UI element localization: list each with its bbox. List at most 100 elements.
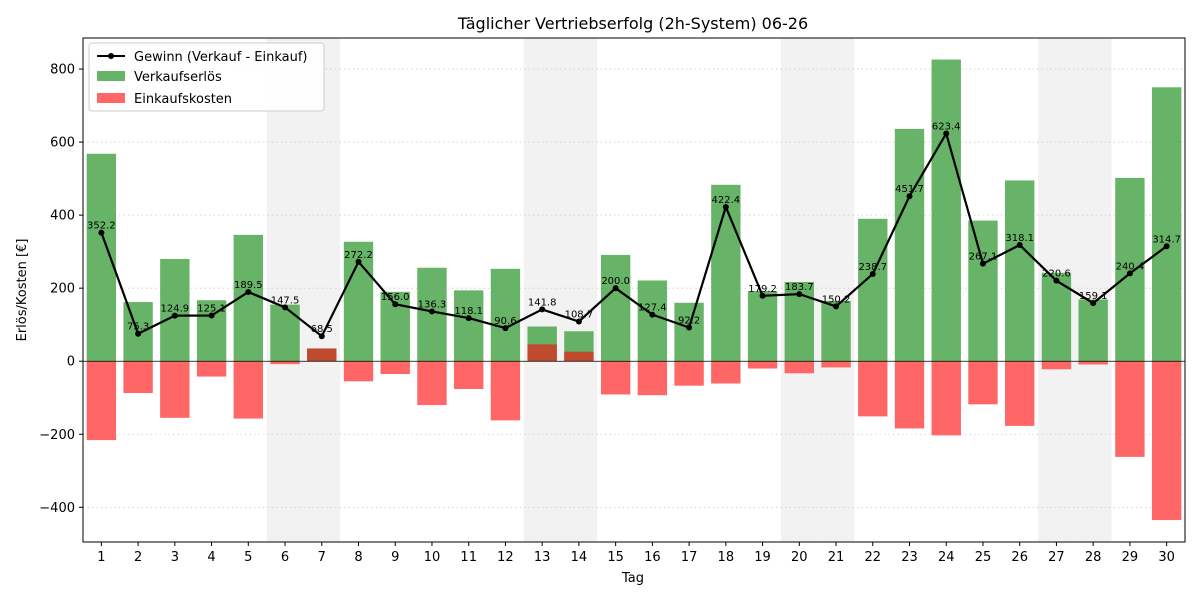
x-tick-label: 14 xyxy=(571,550,588,565)
legend-label-revenue: Verkaufserlös xyxy=(134,70,222,85)
y-tick-label: 800 xyxy=(50,63,75,78)
x-tick-label: 7 xyxy=(318,550,326,565)
profit-point xyxy=(1053,277,1060,284)
x-tick-label: 17 xyxy=(681,550,698,565)
x-tick-label: 18 xyxy=(718,550,735,565)
bar-revenue xyxy=(674,302,704,362)
legend-label-profit: Gewinn (Verkauf - Einkauf) xyxy=(134,50,307,65)
bar-revenue xyxy=(417,267,447,362)
profit-data-label: 272.2 xyxy=(344,250,373,261)
profit-point xyxy=(135,330,142,337)
bar-costs xyxy=(674,361,704,386)
plot-frame xyxy=(82,37,1186,543)
profit-point xyxy=(502,325,509,332)
bar-costs xyxy=(784,361,814,374)
bar-revenue xyxy=(931,59,961,362)
profit-point xyxy=(1126,270,1133,277)
bar-costs xyxy=(1115,361,1145,457)
x-tick-label: 3 xyxy=(171,550,179,565)
profit-point xyxy=(392,301,399,308)
profit-data-label: 90.6 xyxy=(494,316,516,327)
x-tick-label: 27 xyxy=(1048,550,1065,565)
profit-point xyxy=(722,203,729,210)
x-tick-label: 21 xyxy=(828,550,845,565)
bar-costs xyxy=(747,361,778,369)
y-tick-label: 600 xyxy=(50,136,75,151)
profit-data-label: 124.9 xyxy=(161,304,190,315)
bar-costs xyxy=(600,361,631,395)
bar-costs xyxy=(1151,361,1182,521)
x-tick-label: 22 xyxy=(864,550,881,565)
x-tick-label: 29 xyxy=(1122,550,1139,565)
profit-data-label: 318.1 xyxy=(1005,233,1034,244)
bar-revenue xyxy=(637,280,668,362)
profit-data-label: 136.3 xyxy=(418,299,447,310)
profit-point xyxy=(428,308,435,315)
bar-revenue xyxy=(1151,87,1182,362)
bar-revenue xyxy=(858,218,888,362)
profit-point xyxy=(575,318,582,325)
profit-data-label: 183.7 xyxy=(785,282,814,293)
y-tick-label: 400 xyxy=(50,209,75,224)
profit-point xyxy=(979,260,986,267)
y-axis-label: Erlös/Kosten [€] xyxy=(15,239,30,342)
profit-data-label: 127.4 xyxy=(638,303,667,314)
bar-costs xyxy=(1078,361,1108,365)
profit-data-label: 220.6 xyxy=(1042,269,1071,280)
bar-costs xyxy=(968,361,998,405)
profit-data-label: 238.7 xyxy=(858,262,887,273)
bar-costs xyxy=(490,361,521,421)
profit-point xyxy=(98,229,105,236)
profit-data-label: 147.5 xyxy=(271,295,300,306)
x-tick-label: 30 xyxy=(1158,550,1175,565)
x-tick-label: 25 xyxy=(975,550,992,565)
x-tick-label: 8 xyxy=(354,550,362,565)
profit-data-label: 189.5 xyxy=(234,280,263,291)
profit-point xyxy=(649,311,656,318)
profit-data-label: 159.1 xyxy=(1079,291,1108,302)
bar-costs xyxy=(307,348,337,362)
y-tick-label: 0 xyxy=(67,355,75,370)
bar-costs xyxy=(270,361,300,365)
x-tick-label: 15 xyxy=(607,550,624,565)
x-tick-label: 26 xyxy=(1011,550,1028,565)
x-tick-label: 28 xyxy=(1085,550,1102,565)
x-tick-label: 6 xyxy=(281,550,289,565)
x-tick-label: 10 xyxy=(424,550,441,565)
bar-costs xyxy=(343,361,374,382)
weekend-band xyxy=(303,38,341,542)
bar-costs xyxy=(637,361,668,396)
x-tick-label: 16 xyxy=(644,550,661,565)
profit-data-label: 156.0 xyxy=(381,292,410,303)
bar-costs xyxy=(417,361,447,406)
x-tick-label: 11 xyxy=(460,550,477,565)
profit-data-label: 68.5 xyxy=(311,324,333,335)
x-tick-label: 13 xyxy=(534,550,551,565)
y-tick-label: −400 xyxy=(39,501,75,516)
profit-point xyxy=(833,303,840,310)
profit-point xyxy=(1163,243,1170,250)
bar-revenue xyxy=(821,300,851,362)
weekend-band xyxy=(560,38,598,542)
x-tick-label: 19 xyxy=(754,550,771,565)
profit-point xyxy=(1016,242,1023,249)
profit-data-label: 240.4 xyxy=(1116,261,1145,272)
profit-data-label: 179.2 xyxy=(748,284,777,295)
profit-data-label: 623.4 xyxy=(932,122,961,133)
chart-title: Täglicher Vertriebserfolg (2h-System) 06… xyxy=(457,14,808,33)
profit-point xyxy=(245,289,252,296)
bar-costs xyxy=(711,361,741,384)
profit-point xyxy=(906,193,913,200)
x-axis: 1 2 3 4 5 6 7 8 9 10 11 12 13 14 15 16 17 18 19 20 21 22 23 24 2… xyxy=(97,542,1175,565)
bar-revenue xyxy=(1005,180,1035,362)
profit-data-label: 125.1 xyxy=(197,304,226,315)
bar-costs xyxy=(527,344,557,362)
bar-costs xyxy=(931,361,961,436)
x-tick-label: 23 xyxy=(901,550,918,565)
profit-data-label: 92.2 xyxy=(678,316,700,327)
x-tick-label: 5 xyxy=(244,550,252,565)
profit-point xyxy=(612,285,619,292)
legend: Gewinn (Verkauf - Einkauf) Verkaufserlös… xyxy=(88,42,325,112)
